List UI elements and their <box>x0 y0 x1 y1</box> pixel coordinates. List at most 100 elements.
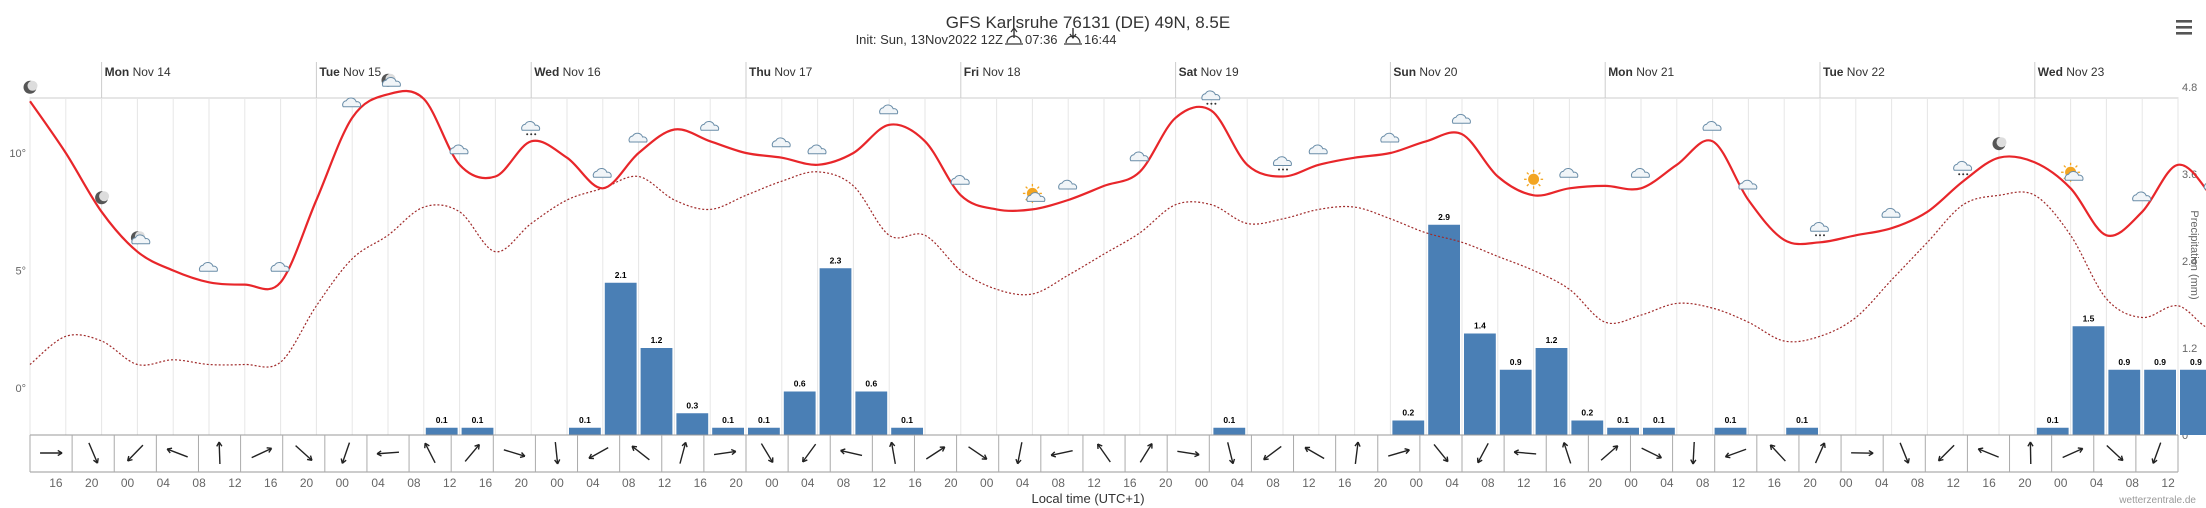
dewpoint-series <box>29 171 2206 368</box>
cloudy-icon <box>342 97 362 108</box>
temperature-series <box>29 89 2206 291</box>
precip-bar-label: 0.2 <box>1402 408 1414 418</box>
y-right-tick-label: 0 <box>2182 430 2188 442</box>
hour-tick-label: 16 <box>1982 476 1996 490</box>
hour-tick-label: 04 <box>801 476 815 490</box>
precip-bar-label: 0.1 <box>1796 415 1808 425</box>
precip-bar <box>2180 369 2206 435</box>
precip-bar-label: 1.2 <box>651 335 663 345</box>
hour-tick-label: 00 <box>765 476 779 490</box>
sunrise-icon <box>1005 27 1023 45</box>
y-right-tick-label: 2.4 <box>2182 256 2197 268</box>
hour-tick-label: 20 <box>1374 476 1388 490</box>
sun-cloud-icon <box>2061 162 2084 182</box>
wind-arrow <box>1899 442 1910 464</box>
hour-tick-label: 08 <box>1696 476 1710 490</box>
wind-arrow <box>1354 441 1361 465</box>
cloudy-icon <box>1308 144 1328 155</box>
wind-arrow <box>1015 442 1023 465</box>
wind-arrow <box>1139 443 1153 463</box>
hour-tick-label: 12 <box>1087 476 1101 490</box>
cloudy-snow-icon <box>521 120 541 136</box>
cloudy-snow-icon <box>1953 160 1973 176</box>
precip-bar-label: 1.2 <box>1546 335 1558 345</box>
y-right-tick-label: 4.8 <box>2182 82 2197 94</box>
wind-arrow <box>376 450 400 457</box>
moon-icon <box>23 80 38 94</box>
wind-arrow <box>2062 447 2084 459</box>
wind-arrow <box>802 443 817 463</box>
hour-tick-label: 20 <box>729 476 743 490</box>
wind-arrow <box>166 447 188 458</box>
wind-arrow <box>760 443 774 464</box>
precip-bar <box>1643 427 1675 435</box>
cloudy-icon <box>1559 167 1579 178</box>
hour-tick-label: 12 <box>228 476 242 490</box>
day-label: Fri Nov 18 <box>964 65 1021 79</box>
precip-bar-label: 2.1 <box>615 270 627 280</box>
cloudy-icon <box>1451 113 1471 124</box>
hour-tick-label: 20 <box>1159 476 1173 490</box>
hour-tick-label: 20 <box>515 476 529 490</box>
hour-tick-label: 04 <box>1660 476 1674 490</box>
cloudy-icon <box>1738 179 1758 190</box>
precip-bar <box>461 427 494 435</box>
cloudy-icon <box>807 144 827 155</box>
sunset-icon <box>1064 28 1082 45</box>
precip-bar-label: 1.5 <box>2083 313 2095 323</box>
day-label: Thu Nov 17 <box>749 65 813 79</box>
wind-arrow <box>1263 445 1282 461</box>
precip-bar-label: 0.1 <box>901 415 913 425</box>
precip-bar-label: 0.9 <box>1510 357 1522 367</box>
cloudy-icon <box>1058 179 1078 190</box>
wind-arrow <box>251 447 273 459</box>
precip-bar <box>748 427 780 435</box>
hour-tick-label: 04 <box>1445 476 1459 490</box>
hour-tick-label: 08 <box>1481 476 1495 490</box>
wind-arrow <box>1724 448 1747 459</box>
wind-arrow <box>340 442 351 464</box>
day-label: Tue Nov 15 <box>319 65 381 79</box>
grid <box>29 62 2179 435</box>
hour-ticks: 16 20 00 04 08 12 16 20 00 04 08 12 16 20 00 04 08 12 16 20… <box>49 476 2175 490</box>
precip-bar-label: 0.3 <box>686 400 698 410</box>
precip-bar <box>2036 427 2069 435</box>
hour-tick-label: 00 <box>121 476 135 490</box>
precip-bar-label: 0.9 <box>2118 357 2130 367</box>
wind-arrow <box>1433 444 1449 463</box>
wind-arrow <box>1562 442 1572 464</box>
sun-icon <box>1524 169 1544 189</box>
sunrise-time: 07:36 <box>1025 32 1058 47</box>
temperature-line <box>29 89 2206 291</box>
wind-arrow <box>631 445 650 461</box>
cloudy-icon <box>1881 207 1901 218</box>
cloudy-icon <box>628 132 648 143</box>
hamburger-menu-icon[interactable] <box>2176 20 2192 35</box>
dewpoint-line <box>29 171 2206 368</box>
precip-bar <box>712 427 744 435</box>
precip-bar <box>676 413 709 435</box>
precip-bar-label: 1.4 <box>1474 321 1486 331</box>
cloudy-icon <box>879 104 899 115</box>
wind-arrow <box>126 444 144 462</box>
wind-arrow <box>2027 441 2034 465</box>
precip-bar <box>425 427 458 435</box>
y-left-tick-label: 0° <box>15 383 26 395</box>
left-temperature-axis: 0° 5° 10° <box>9 148 26 395</box>
wind-arrow <box>1977 447 1999 458</box>
wind-arrow <box>503 449 526 459</box>
init-line: Init: Sun, 13Nov2022 12Z 07:36 16:44 <box>856 27 1117 47</box>
hour-tick-label: 04 <box>586 476 600 490</box>
wind-arrow <box>588 447 609 460</box>
cloudy-icon <box>2132 191 2152 202</box>
hour-tick-label: 16 <box>1768 476 1782 490</box>
hour-tick-label: 00 <box>2054 476 2068 490</box>
cloudy-icon <box>1702 120 1722 131</box>
wind-arrow <box>424 442 436 464</box>
precip-bar-label: 0.1 <box>436 415 448 425</box>
hour-tick-label: 16 <box>908 476 922 490</box>
wind-arrow <box>1513 449 1537 456</box>
wind-arrow <box>1937 444 1955 462</box>
day-label: Mon Nov 21 <box>1608 65 1674 79</box>
precip-bar <box>1392 420 1425 435</box>
